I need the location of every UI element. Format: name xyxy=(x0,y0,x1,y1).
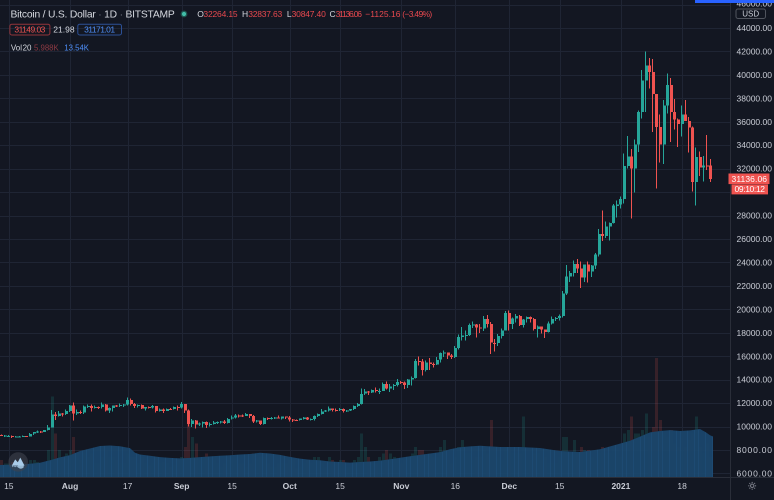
svg-text:Vol: Vol xyxy=(11,43,22,52)
svg-text:31171.01: 31171.01 xyxy=(84,25,115,35)
svg-text:42000.00: 42000.00 xyxy=(737,46,773,56)
svg-text:09:10:12: 09:10:12 xyxy=(735,184,766,194)
svg-text:2021: 2021 xyxy=(611,481,630,491)
svg-text:36000.00: 36000.00 xyxy=(737,117,773,127)
svg-text:40000.00: 40000.00 xyxy=(737,70,773,80)
svg-text:15: 15 xyxy=(227,481,237,491)
svg-text:24000.00: 24000.00 xyxy=(737,258,773,268)
svg-text:22000.00: 22000.00 xyxy=(737,281,773,291)
svg-text:32000.00: 32000.00 xyxy=(737,164,773,174)
svg-text:18: 18 xyxy=(677,481,687,491)
svg-text:26000.00: 26000.00 xyxy=(737,234,773,244)
svg-text:20000.00: 20000.00 xyxy=(737,304,773,314)
svg-text:16000.00: 16000.00 xyxy=(737,351,773,361)
svg-text:16: 16 xyxy=(451,481,461,491)
svg-text:Sep: Sep xyxy=(174,481,190,491)
svg-text:13.54K: 13.54K xyxy=(64,43,90,52)
svg-text:46000.00: 46000.00 xyxy=(737,0,773,8)
svg-text:28000.00: 28000.00 xyxy=(737,211,773,221)
svg-text:15: 15 xyxy=(555,481,565,491)
svg-text:Bitcoin / U.S. Dollar · 1D · B: Bitcoin / U.S. Dollar · 1D · BITSTAMP xyxy=(11,9,175,20)
svg-text:44000.00: 44000.00 xyxy=(737,23,773,33)
svg-text:15: 15 xyxy=(4,481,14,491)
svg-text:12000.00: 12000.00 xyxy=(737,398,773,408)
svg-text:20: 20 xyxy=(23,43,32,52)
svg-text:34000.00: 34000.00 xyxy=(737,140,773,150)
svg-text:10000.00: 10000.00 xyxy=(737,422,773,432)
svg-text:31136.06: 31136.06 xyxy=(732,174,768,184)
svg-text:21.98: 21.98 xyxy=(53,25,75,35)
svg-text:6000.00: 6000.00 xyxy=(737,469,773,479)
svg-text:Oct: Oct xyxy=(283,481,297,491)
svg-text:8000.00: 8000.00 xyxy=(737,445,773,455)
svg-text:18000.00: 18000.00 xyxy=(737,328,773,338)
svg-text:14000.00: 14000.00 xyxy=(737,375,773,385)
svg-text:31149.03: 31149.03 xyxy=(14,25,45,35)
svg-text:Dec: Dec xyxy=(502,481,518,491)
svg-text:Nov: Nov xyxy=(393,481,409,491)
svg-text:38000.00: 38000.00 xyxy=(737,93,773,103)
svg-text:5.988K: 5.988K xyxy=(34,43,60,52)
svg-text:Aug: Aug xyxy=(62,481,79,491)
svg-text:USD: USD xyxy=(742,10,759,19)
svg-text:17: 17 xyxy=(123,481,133,491)
svg-text:15: 15 xyxy=(335,481,345,491)
